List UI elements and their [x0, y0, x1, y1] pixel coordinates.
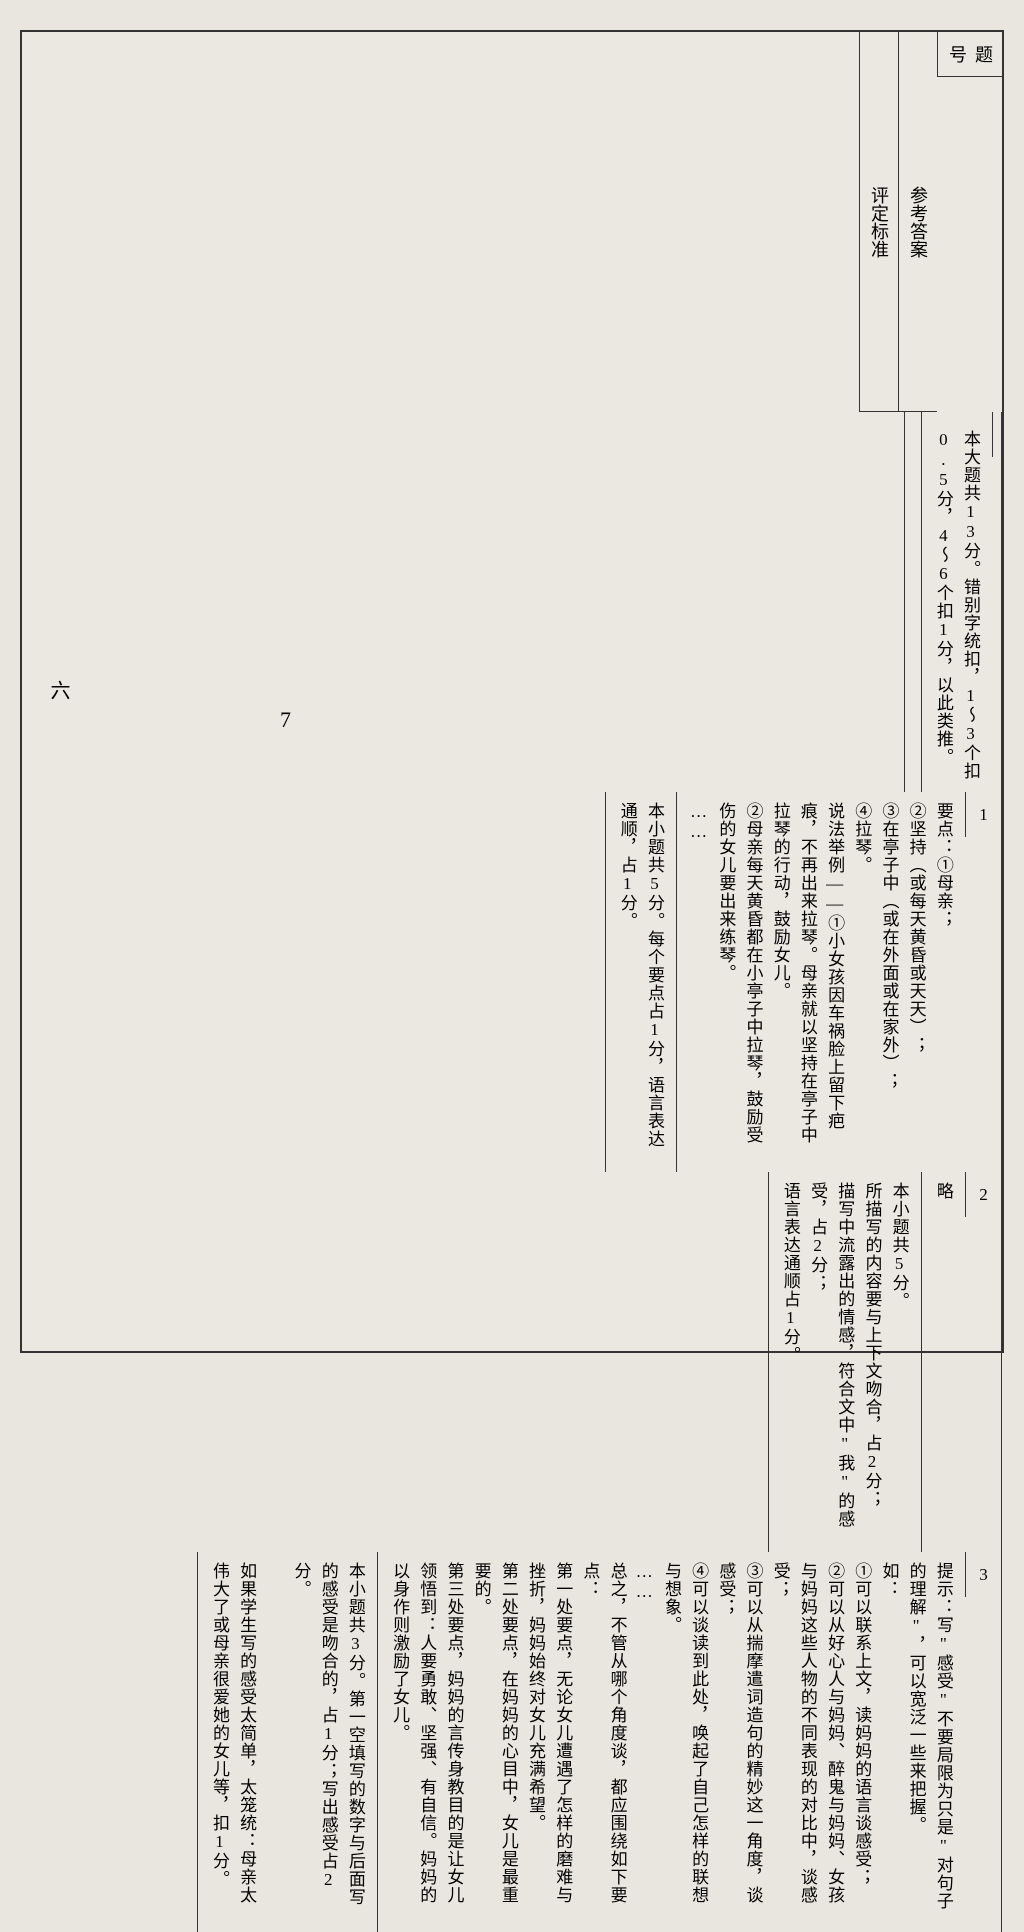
- criteria-line: 本小题共5分。: [885, 1182, 912, 1539]
- answer-line: ③在亭子中（或在外面或在家外）；: [875, 802, 902, 1159]
- answer-line: 第一处要点，无论女儿遭遇了怎样的磨难与挫折，妈妈始终对女儿充满希望。: [522, 1562, 576, 1919]
- answer-line: ④拉琴。: [848, 802, 875, 1159]
- header-num-label: 题号: [944, 40, 996, 68]
- criteria-line: 本小题共3分。第一空填写的数字与后面写的感受是吻合的，占1分；写出感受占2分。: [287, 1562, 369, 1919]
- question-row: 1要点：①母亲；②坚持（或每天黄昏或天天）；③在亭子中（或在外面或在家外）；④拉…: [672, 792, 1002, 1172]
- answer-cell: 略: [921, 1172, 965, 1552]
- header-num: 题号: [937, 32, 1002, 77]
- criteria-line: 所描写的内容要与上下文吻合，占2分；: [858, 1182, 885, 1539]
- intro-criteria: [904, 412, 921, 792]
- criteria-line: 如果学生写的感受太简单，太笼统：母亲太伟大了或母亲很爱她的女儿等，扣1分。: [206, 1562, 260, 1919]
- answer-line: ②坚持（或每天黄昏或天天）；: [902, 802, 929, 1159]
- intro-text: 本大题共13分。错别字统扣，1～3个扣0.5分，4～6个扣1分，以此类推。: [930, 430, 984, 782]
- answer-line: ③可以从揣摩遣词造句的精妙这一角度，谈感受；: [712, 1562, 766, 1919]
- intro-num: [992, 412, 1001, 457]
- header-answer: 参考答案: [898, 32, 937, 412]
- answer-line: ①可以联系上文，读妈妈的语言谈感受；: [848, 1562, 875, 1919]
- answer-cell: 提示：写"感受"不要局限为只是"对句子的理解"，可以宽泛一些来把握。如：①可以联…: [377, 1552, 965, 1932]
- answer-line: 要点：①母亲；: [930, 802, 957, 1159]
- answer-line: 说法举例——①小女孩因车祸脸上留下疤痕，不再出来拉琴。母亲就以坚持在亭子中拉琴的…: [767, 802, 849, 1159]
- answer-line: ②母亲每天黄昏都在小亭子中拉琴，鼓励受伤的女儿要出来练琴。: [712, 802, 766, 1159]
- question-number: 2: [970, 1185, 997, 1205]
- intro-row: 本大题共13分。错别字统扣，1～3个扣0.5分，4～6个扣1分，以此类推。: [958, 412, 1002, 792]
- header-answer-label: 参考答案: [905, 186, 931, 258]
- answer-cell: 要点：①母亲；②坚持（或每天黄昏或天天）；③在亭子中（或在外面或在家外）；④拉琴…: [676, 792, 965, 1172]
- header-criteria: 评定标准: [859, 32, 898, 412]
- answer-key-table: 题号 参考答案 评定标准 本大题共13分。错别字统扣，1～3个扣0.5分，4～6…: [20, 30, 1004, 1353]
- question-number-cell: 2: [965, 1172, 1001, 1217]
- criteria-line: 描写中流露出的情感，符合文中"我"的感受，占2分；: [804, 1182, 858, 1539]
- criteria-line: 本小题共5分。每个要点占1分，语言表达通顺，占1分。: [614, 802, 668, 1159]
- answer-line: ②可以从好心人与妈妈、醉鬼与妈妈、女孩与妈妈这些人物的不同表现的对比中，谈感受；: [767, 1562, 849, 1919]
- answer-line: 总之，不管从哪个角度谈，都应围绕如下要点：: [576, 1562, 630, 1919]
- question-row: 3 提示：写"感受"不要局限为只是"对句子的理解"，可以宽泛一些来把握。如：①可以…: [612, 1552, 1002, 1932]
- question-row: 2略本小题共5分。所描写的内容要与上下文吻合，占2分；描写中流露出的情感，符合文…: [852, 1172, 1002, 1552]
- question-number-cell: 3: [965, 1552, 1001, 1597]
- criteria-cell: 本小题共3分。第一空填写的数字与后面写的感受是吻合的，占1分；写出感受占2分。 …: [197, 1552, 377, 1932]
- answer-line: 第二处要点，在妈妈的心目中，女儿是最重要的。: [467, 1562, 521, 1919]
- criteria-cell: 本小题共5分。每个要点占1分，语言表达通顺，占1分。: [605, 792, 676, 1172]
- answer-line: 第三处要点，妈妈的言传身教目的是让女儿领悟到：人要勇敢、坚强、有自信。妈妈的以身…: [386, 1562, 468, 1919]
- answer-line: 如：: [875, 1562, 902, 1919]
- answer-line: ……: [631, 1562, 658, 1919]
- table-header-row: 题号 参考答案 评定标准: [954, 32, 1002, 412]
- section-label: 六: [44, 680, 73, 700]
- question-number: 1: [970, 805, 997, 825]
- answer-line: 提示：写"感受"不要局限为只是"对句子的理解"，可以宽泛一些来把握。: [902, 1562, 956, 1919]
- page-number: 7: [280, 707, 291, 733]
- question-number-cell: 1: [965, 792, 1001, 837]
- answer-line: ④可以谈读到此处，唤起了自己怎样的联想与想象。: [658, 1562, 712, 1919]
- question-number: 3: [970, 1565, 997, 1585]
- criteria-line: 语言表达通顺占1分。: [777, 1182, 804, 1539]
- answer-line: 略: [930, 1182, 957, 1539]
- intro-answer: 本大题共13分。错别字统扣，1～3个扣0.5分，4～6个扣1分，以此类推。: [921, 412, 992, 792]
- answer-line: ……: [685, 802, 712, 1159]
- criteria-line: [260, 1562, 287, 1919]
- criteria-cell: 本小题共5分。所描写的内容要与上下文吻合，占2分；描写中流露出的情感，符合文中"…: [768, 1172, 921, 1552]
- header-criteria-label: 评定标准: [866, 186, 892, 258]
